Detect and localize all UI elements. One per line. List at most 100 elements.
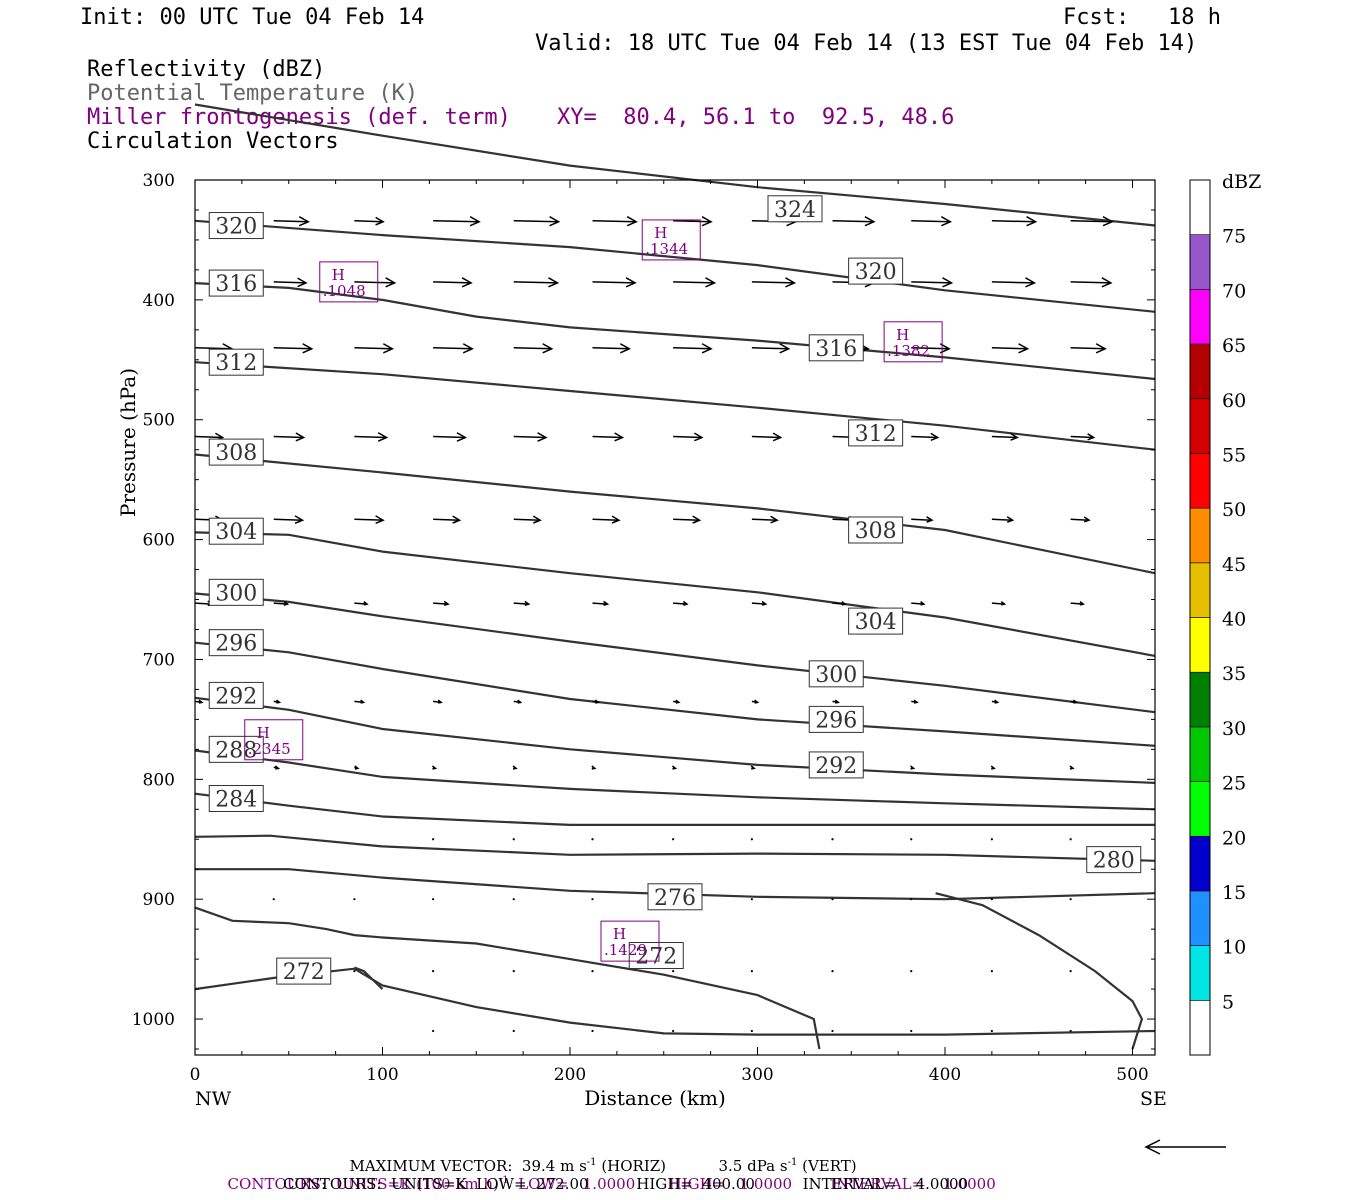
- vector-dot: [512, 898, 515, 901]
- theta-label: 284: [215, 787, 257, 812]
- vector-head: [692, 515, 702, 524]
- theta-label: 292: [815, 754, 857, 779]
- vector-head: [294, 515, 305, 525]
- vector-head: [705, 277, 717, 288]
- vector-head: [298, 216, 310, 227]
- vector-head: [926, 516, 934, 523]
- vector-shaft: [1070, 220, 1113, 223]
- y-tick-label: 800: [143, 770, 175, 790]
- vector-head: [913, 699, 919, 704]
- y-axis-label: Pressure (hPa): [116, 368, 140, 517]
- vector-dot: [750, 898, 753, 901]
- vector-dot: [990, 898, 993, 901]
- theta-contour-316: [194, 282, 1156, 381]
- theta-label-box: [808, 334, 864, 362]
- vector-head: [619, 343, 631, 354]
- x-tick-label: 0: [190, 1065, 201, 1085]
- vector-shaft: [832, 220, 874, 223]
- vector-shaft: [354, 281, 395, 284]
- vector-shaft: [433, 220, 480, 223]
- colorbar-label: 20: [1222, 827, 1246, 849]
- colorbar-segment: [1189, 343, 1211, 400]
- vector-head: [626, 216, 638, 227]
- vector-dot: [750, 969, 753, 973]
- high-marker-letter: H: [257, 724, 270, 742]
- vector-head: [841, 601, 847, 606]
- vector-head: [385, 277, 397, 288]
- theta-label-box: [848, 516, 904, 544]
- theta-label: 276: [654, 886, 696, 911]
- field-vectors: Circulation Vectors: [87, 129, 339, 154]
- vector-dot: [910, 969, 913, 973]
- vector-shaft: [1070, 281, 1111, 284]
- vector-shaft: [513, 281, 558, 284]
- vector-head: [940, 216, 953, 227]
- theta-label-box: [808, 751, 864, 779]
- vector-head: [930, 432, 940, 441]
- theta-label-box: [767, 195, 823, 223]
- theta-label: 324: [774, 198, 816, 223]
- vector-head: [611, 515, 621, 524]
- high-marker-box: [883, 321, 943, 363]
- theta-label-box: [208, 735, 264, 763]
- theta-label-box: [208, 438, 264, 466]
- theta-label-box: [848, 419, 904, 447]
- vector-shaft: [1070, 518, 1090, 521]
- cross-section-xy: XY= 80.4, 56.1 to 92.5, 48.6: [557, 105, 955, 130]
- vector-head: [375, 515, 385, 525]
- vector-head: [302, 343, 314, 354]
- vector-shaft: [433, 518, 460, 521]
- theta-label: 288: [215, 738, 257, 763]
- vector-shaft: [273, 281, 306, 284]
- colorbar-segment: [1189, 507, 1211, 564]
- theta-label: 272: [283, 960, 325, 985]
- theta-label-box: [208, 517, 264, 545]
- x-axis-label: Distance (km): [584, 1086, 726, 1110]
- vector-shaft: [592, 518, 619, 521]
- forecast-hour: 18 h: [1168, 5, 1221, 30]
- high-marker-value: .2345: [248, 740, 291, 758]
- vector-dot: [591, 838, 594, 841]
- vector-shaft: [911, 435, 938, 439]
- colorbar-label: 15: [1222, 882, 1246, 904]
- colorbar-label: 55: [1222, 444, 1246, 466]
- vector-dot: [512, 1029, 515, 1033]
- vector-shaft: [513, 220, 559, 223]
- vector-dot: [272, 898, 275, 901]
- high-marker-box: [641, 219, 701, 261]
- max-vector-text: MAXIMUM VECTOR: 39.4 m s-1 (HORIZ) 3.5 d…: [349, 1157, 857, 1175]
- vector-shaft: [592, 281, 636, 284]
- colorbar-segment: [1189, 781, 1211, 837]
- vector-shaft: [513, 518, 541, 521]
- vector-head: [1006, 516, 1015, 523]
- vector-head: [549, 216, 561, 227]
- vector-head: [591, 765, 597, 770]
- x-end-label-se: SE: [1140, 1088, 1167, 1110]
- vector-dot: [1069, 898, 1072, 901]
- vector-dot: [910, 1029, 913, 1033]
- colorbar-segment: [1189, 234, 1211, 290]
- vector-head: [456, 432, 468, 442]
- vector-head: [537, 432, 548, 442]
- vector-dot: [1069, 969, 1072, 973]
- theta-contour-324: [194, 103, 1156, 227]
- valid-time: Valid: 18 UTC Tue 04 Feb 14 (13 EST Tue …: [535, 31, 1198, 56]
- vector-shaft: [273, 220, 309, 223]
- vector-shaft: [751, 602, 766, 605]
- forecast-label: Fcst:: [1063, 5, 1130, 30]
- colorbar-label: 10: [1222, 937, 1246, 959]
- colorbar-label: 25: [1222, 773, 1246, 795]
- vector-dot: [512, 838, 515, 841]
- vector-shaft: [513, 602, 529, 605]
- colorbar-segment: [1189, 726, 1211, 782]
- vector-head: [437, 699, 443, 704]
- theta-label-box: [208, 269, 264, 297]
- high-marker-value: .1344: [645, 240, 688, 258]
- vector-head: [864, 216, 876, 227]
- vector-head: [701, 216, 713, 227]
- vector-shaft: [991, 518, 1013, 521]
- vector-dot: [672, 838, 675, 841]
- x-tick-label: 100: [366, 1065, 398, 1085]
- colorbar-label: 60: [1222, 390, 1246, 412]
